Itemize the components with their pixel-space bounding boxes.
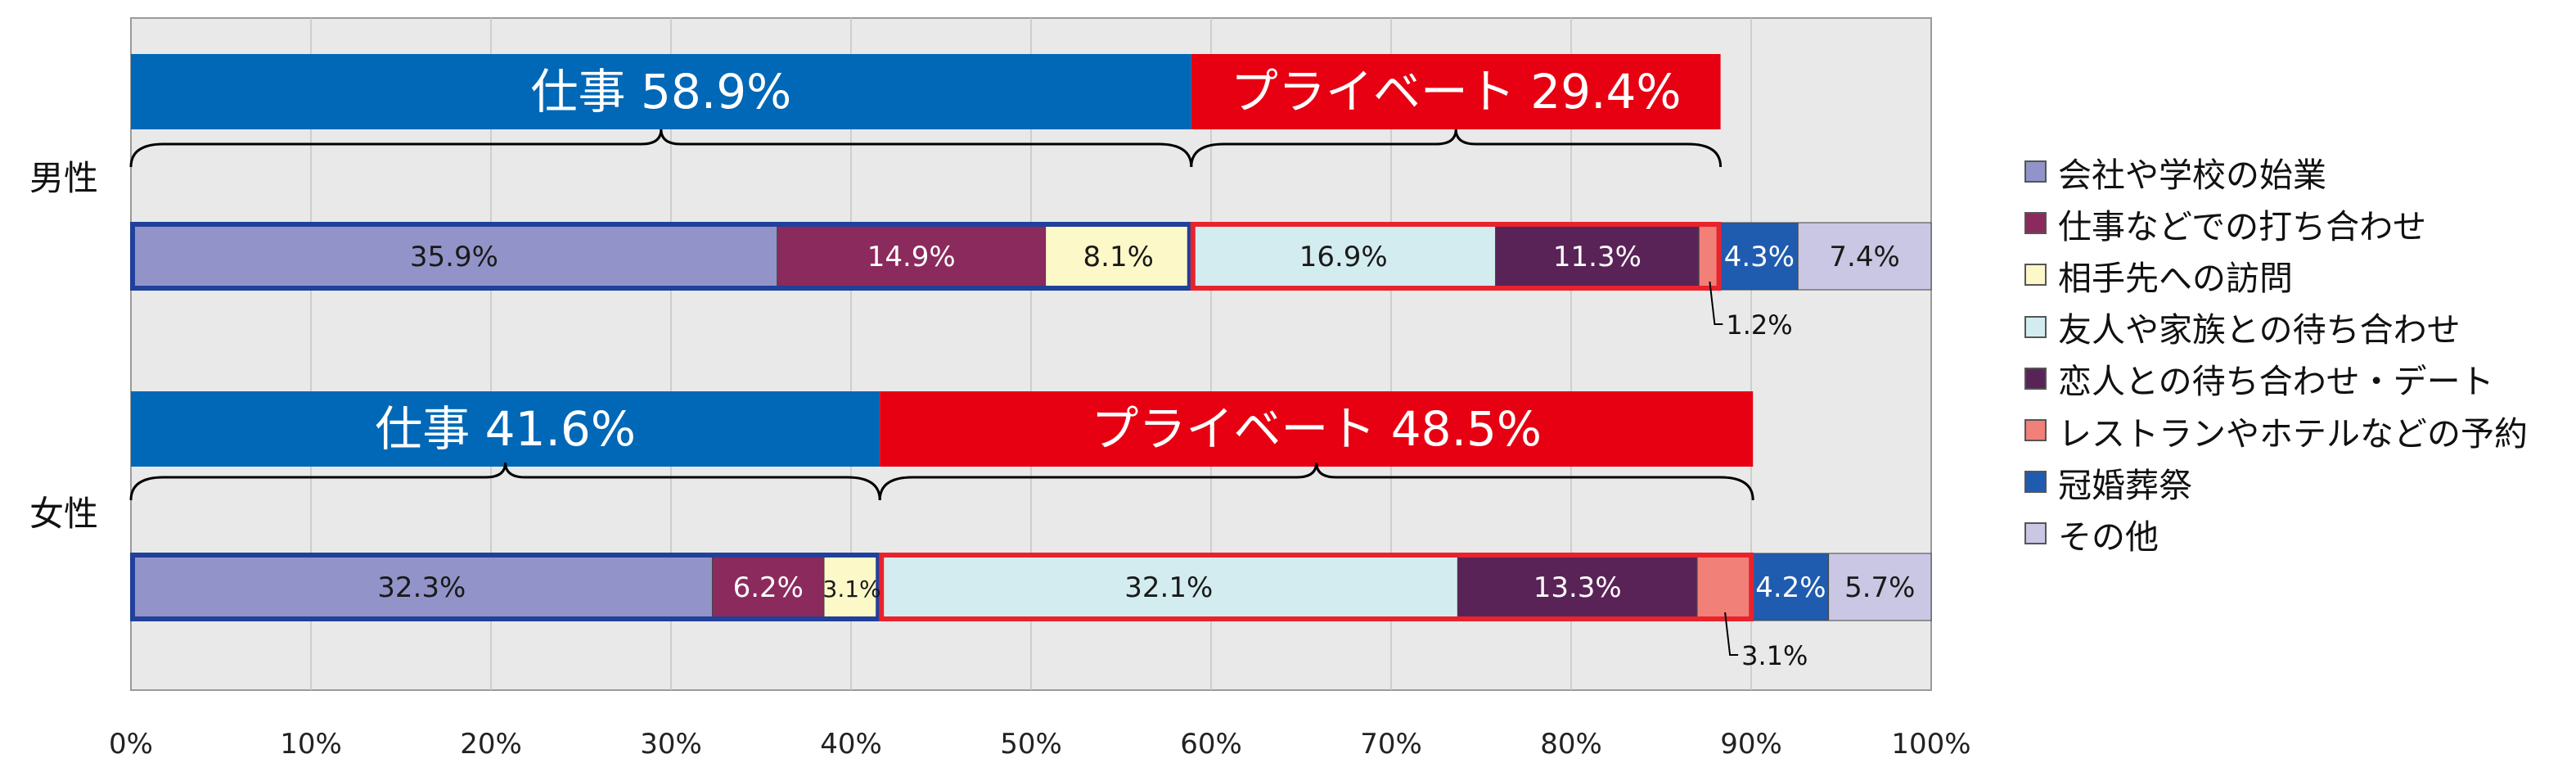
- data-label: 14.9%: [867, 241, 956, 273]
- legend-item: 仕事などでの打ち合わせ: [2024, 197, 2528, 249]
- x-tick-label: 70%: [1360, 728, 1422, 761]
- summary-bar: [131, 391, 880, 467]
- private-outline: [879, 553, 1754, 621]
- data-label: 13.3%: [1533, 571, 1622, 604]
- data-label: 8.1%: [1083, 241, 1154, 273]
- data-label: 4.3%: [1724, 241, 1795, 273]
- legend-item: レストランやホテルなどの予約: [2024, 404, 2528, 456]
- callout-line: [1724, 612, 1739, 656]
- summary-label: プライベート 29.4%: [1231, 64, 1682, 120]
- legend-item: 会社や学校の始業: [2024, 146, 2528, 197]
- data-label: 1.2%: [1726, 309, 1792, 341]
- bar-segment: [823, 553, 880, 621]
- x-tick-label: 80%: [1540, 728, 1602, 761]
- bar-segment: [1045, 222, 1192, 291]
- legend-item: 恋人との待ち合わせ・デート: [2024, 353, 2528, 404]
- x-tick-label: 20%: [460, 728, 522, 761]
- legend-item: 相手先への訪問: [2024, 249, 2528, 300]
- summary-category: プライベート: [1231, 64, 1530, 120]
- group-label: 男性: [29, 158, 98, 198]
- data-label: 32.1%: [1124, 571, 1213, 604]
- legend-swatch: [2024, 522, 2047, 545]
- data-label: 5.7%: [1844, 571, 1915, 604]
- legend-swatch: [2024, 160, 2047, 183]
- data-label: 6.2%: [733, 571, 804, 604]
- data-label: 3.1%: [1741, 640, 1808, 671]
- data-label: 16.9%: [1299, 241, 1388, 273]
- x-tick-label: 90%: [1720, 728, 1782, 761]
- legend-label: 相手先への訪問: [2058, 258, 2293, 298]
- summary-bar: [1191, 54, 1721, 129]
- brace: [129, 129, 1193, 168]
- legend-label: 恋人との待ち合わせ・デート: [2058, 362, 2494, 402]
- legend-swatch: [2024, 315, 2047, 338]
- work-outline: [130, 222, 1192, 291]
- summary-category: プライベート: [1091, 401, 1390, 457]
- legend: 会社や学校の始業 仕事などでの打ち合わせ 相手先への訪問 友人や家族との待ち合わ…: [2024, 146, 2528, 560]
- x-tick-label: 100%: [1891, 728, 1970, 761]
- private-outline: [1190, 222, 1722, 291]
- legend-label: 会社や学校の始業: [2058, 155, 2326, 195]
- bar-segment: [1828, 553, 1932, 621]
- bar-segment: [1495, 222, 1700, 291]
- brace: [129, 462, 881, 501]
- x-tick-label: 30%: [640, 728, 702, 761]
- bar-segment: [130, 222, 778, 291]
- brace: [878, 462, 1754, 501]
- bar-segment: [1696, 553, 1754, 621]
- x-tick-label: 0%: [109, 728, 153, 761]
- data-label: 35.9%: [410, 241, 498, 273]
- group-label: 女性: [29, 494, 98, 534]
- bar-segment: [777, 222, 1047, 291]
- summary-label: 仕事 41.6%: [375, 401, 636, 457]
- legend-label: 冠婚葬祭: [2058, 465, 2192, 505]
- bar-segment: [1797, 222, 1932, 291]
- summary-value: 41.6%: [485, 401, 636, 457]
- x-tick-label: 10%: [280, 728, 342, 761]
- summary-label: 仕事 58.9%: [531, 64, 792, 120]
- data-label: 7.4%: [1829, 241, 1899, 273]
- legend-swatch: [2024, 419, 2047, 442]
- legend-swatch: [2024, 367, 2047, 390]
- brace: [1190, 129, 1723, 168]
- x-tick-label: 60%: [1180, 728, 1242, 761]
- summary-value: 48.5%: [1391, 401, 1542, 457]
- legend-label: 友人や家族との待ち合わせ: [2058, 310, 2461, 350]
- legend-item: その他: [2024, 508, 2528, 559]
- legend-item: 冠婚葬祭: [2024, 456, 2528, 508]
- summary-bar: [880, 391, 1754, 467]
- summary-category: 仕事: [375, 401, 484, 457]
- x-tick-label: 40%: [820, 728, 882, 761]
- data-label: 32.3%: [377, 571, 466, 604]
- summary-bar: [131, 54, 1191, 129]
- x-tick-label: 50%: [1000, 728, 1062, 761]
- legend-swatch: [2024, 471, 2047, 494]
- bar-segment: [1191, 222, 1497, 291]
- legend-swatch: [2024, 212, 2047, 235]
- callout-line: [1709, 281, 1723, 325]
- summary-value: 29.4%: [1530, 64, 1681, 120]
- data-label: 4.2%: [1755, 571, 1826, 604]
- data-label: 11.3%: [1553, 241, 1642, 273]
- bar-segment: [1752, 553, 1830, 621]
- legend-swatch: [2024, 264, 2047, 287]
- summary-category: 仕事: [531, 64, 641, 120]
- legend-label: その他: [2058, 517, 2159, 557]
- bar-segment: [1720, 222, 1799, 291]
- legend-item: 友人や家族との待ち合わせ: [2024, 301, 2528, 353]
- legend-label: 仕事などでの打ち合わせ: [2058, 206, 2427, 246]
- summary-label: プライベート 48.5%: [1091, 401, 1542, 457]
- summary-value: 58.9%: [641, 64, 791, 120]
- bar-segment: [879, 553, 1458, 621]
- legend-label: レストランやホテルなどの予約: [2058, 413, 2528, 454]
- data-label: 3.1%: [823, 576, 881, 603]
- work-outline: [130, 553, 881, 621]
